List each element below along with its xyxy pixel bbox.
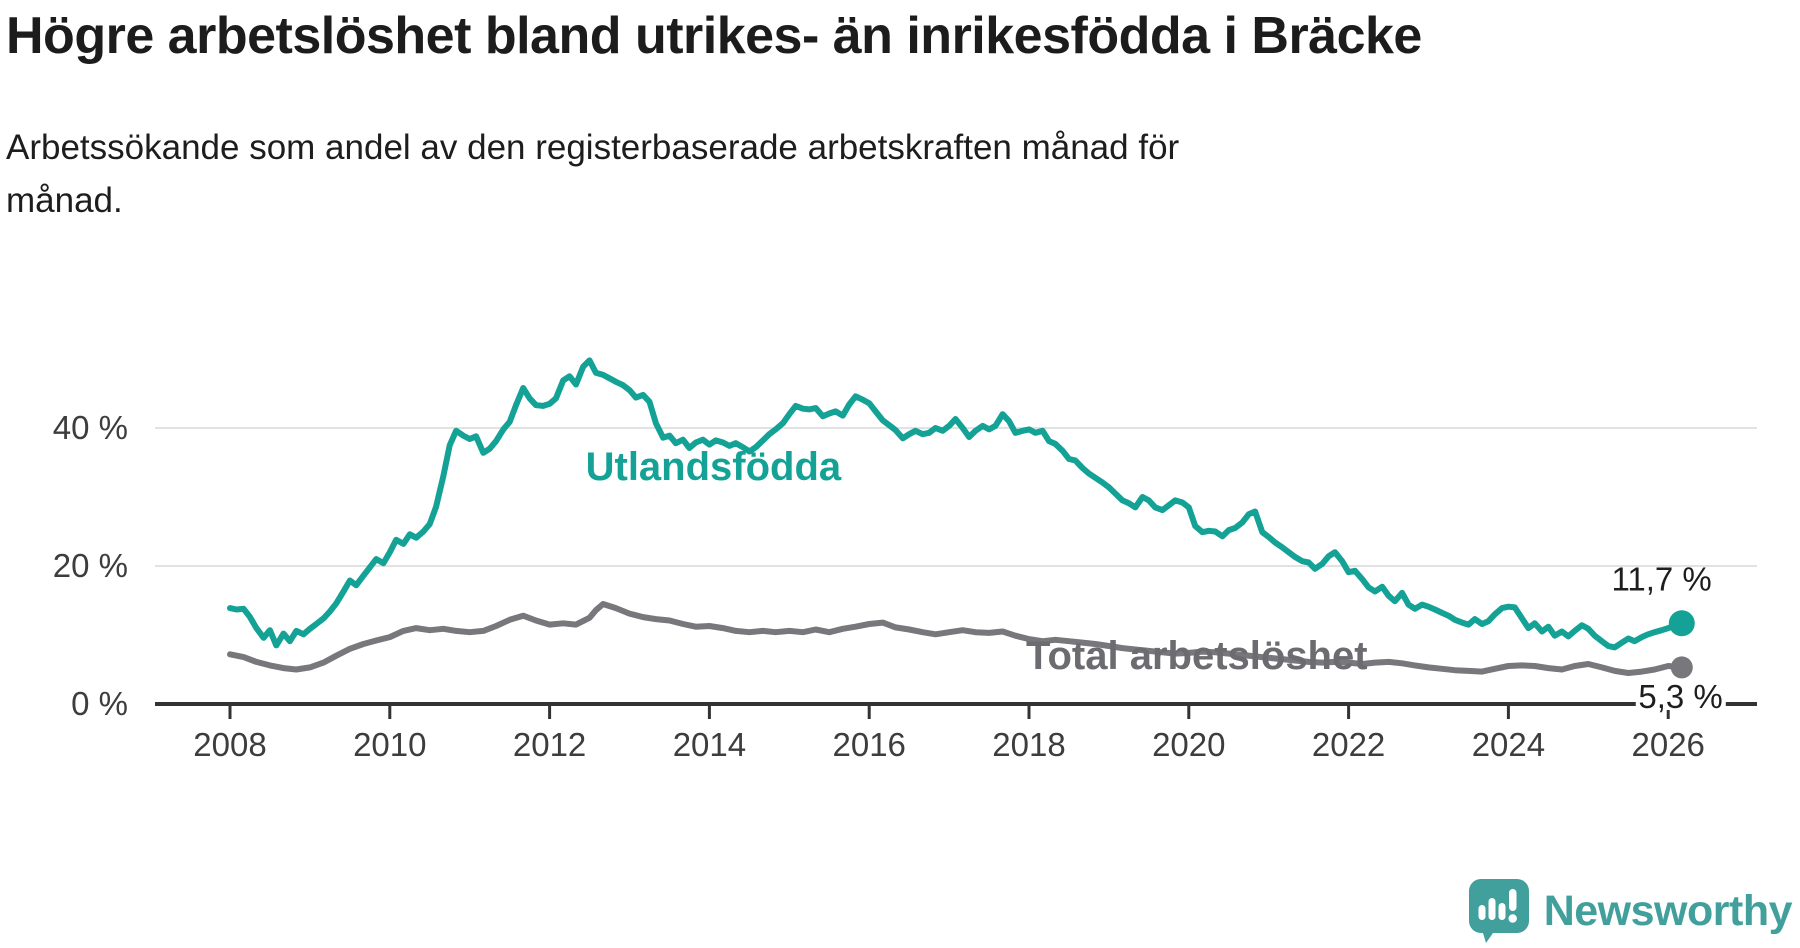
line-total-arbetsloshet [227,601,1685,676]
y-axis-tick-label: 20 % [53,547,128,584]
y-axis-tick-label: 40 % [53,409,128,446]
series-label: Utlandsfödda [586,445,842,489]
newsworthy-logo: Newsworthy [1468,878,1793,944]
x-axis-tick-label: 2020 [1152,726,1225,763]
newsworthy-logo-text: Newsworthy [1543,886,1793,935]
x-axis-tick-label: 2018 [992,726,1065,763]
x-axis-tick-label: 2010 [353,726,426,763]
subtitle-line-2: månad. [6,180,123,220]
series-end-dot [1670,656,1693,679]
x-axis-tick-label: 2022 [1312,726,1385,763]
line-utlandsfodda [227,357,1685,651]
series-label: Total arbetslöshet [1026,634,1368,678]
value-label-total: 5,3 % [1638,678,1722,715]
chart-subtitle: Arbetssökande som andel av den registerb… [6,122,1506,227]
series-end-dot [1668,610,1695,637]
x-axis-tick-label: 2012 [513,726,586,763]
x-axis-tick-label: 2024 [1472,726,1545,763]
page-title: Högre arbetslöshet bland utrikes- än inr… [6,7,1422,65]
y-axis-tick-label: 0 % [71,685,128,722]
unemployment-line-chart: 0 % 20 % 40 % 2008 2010 2012 2014 2016 2018 2020 2… [53,357,1757,763]
newsworthy-logo-icon [1468,878,1530,944]
value-label-bg [1635,681,1726,710]
x-axis-tick-label: 2014 [673,726,746,763]
x-axis-tick-label: 2008 [193,726,266,763]
subtitle-line-1: Arbetssökande som andel av den registerb… [6,128,1180,167]
x-axis-tick-label: 2016 [832,726,905,763]
x-axis-tick-label: 2026 [1631,726,1704,763]
value-label-foreign: 11,7 % [1611,560,1711,597]
